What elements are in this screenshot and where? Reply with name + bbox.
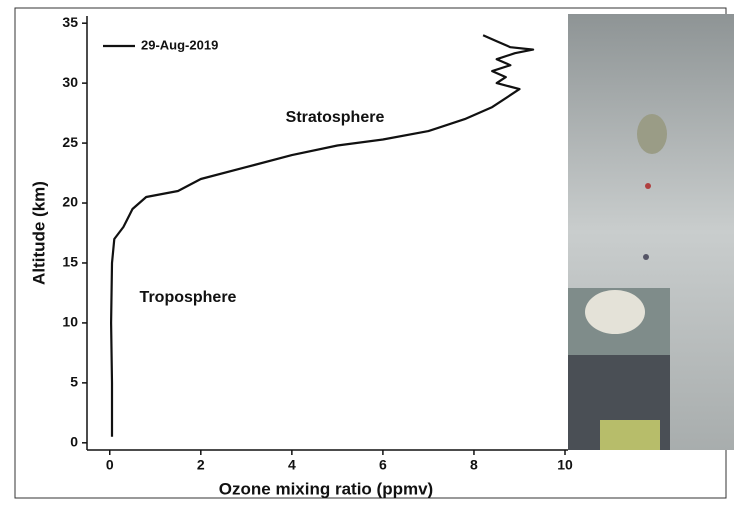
x-tick-label: 6 <box>379 457 387 473</box>
y-tick-label: 15 <box>62 254 78 270</box>
x-tick-label: 10 <box>557 457 573 473</box>
x-tick-label: 4 <box>288 457 296 473</box>
y-tick-label: 20 <box>62 194 78 210</box>
y-tick-label: 35 <box>62 14 78 30</box>
x-tick-label: 0 <box>106 457 114 473</box>
y-tick-label: 0 <box>70 434 78 450</box>
legend-label: 29-Aug-2019 <box>141 37 218 52</box>
data-line <box>110 34 535 437</box>
y-tick-label: 5 <box>70 374 78 390</box>
y-tick-label: 10 <box>62 314 78 330</box>
x-tick-label: 8 <box>470 457 478 473</box>
x-axis-title: Ozone mixing ratio (ppmv) <box>219 479 433 498</box>
y-axis-title: Altitude (km) <box>29 181 48 285</box>
annotation: Stratosphere <box>286 109 385 126</box>
annotation: Troposphere <box>140 289 237 306</box>
photo <box>568 14 734 450</box>
x-tick-label: 2 <box>197 457 205 473</box>
y-tick-label: 30 <box>62 74 78 90</box>
plot-area: 0 5 10 15 20 25 30 35 0 2 4 6 8 10 29-Aug-2019 Stratosp… <box>62 14 573 473</box>
y-tick-label: 25 <box>62 134 78 150</box>
